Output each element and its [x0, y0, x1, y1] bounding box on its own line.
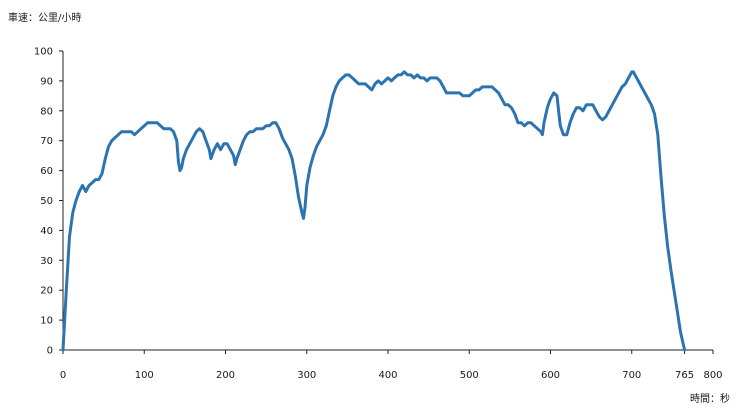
- y-tick-label: 20: [40, 286, 53, 297]
- y-tick-label: 90: [40, 76, 53, 87]
- y-tick-label: 50: [40, 196, 53, 207]
- x-tick-label: 0: [60, 370, 66, 381]
- y-tick-label: 70: [40, 136, 53, 147]
- y-tick-label: 60: [40, 166, 53, 177]
- x-tick-label: 500: [460, 370, 479, 381]
- x-tick-label: 700: [622, 370, 641, 381]
- x-tick-label: 800: [703, 370, 722, 381]
- speed-series-line: [61, 70, 687, 352]
- y-tick-label: 30: [40, 256, 53, 267]
- x-tick-label: 300: [297, 370, 316, 381]
- x-tick-label: 765: [675, 370, 694, 381]
- x-tick-label: 200: [216, 370, 235, 381]
- y-tick-label: 10: [40, 316, 53, 327]
- x-tick-label: 100: [135, 370, 154, 381]
- y-tick-label: 100: [34, 47, 53, 58]
- y-tick-label: 0: [47, 346, 53, 357]
- x-tick-label: 400: [378, 370, 397, 381]
- y-tick-label: 40: [40, 226, 53, 237]
- x-axis-title: 時間：秒: [690, 394, 730, 405]
- y-axis-title: 車速：公里/小時: [8, 13, 82, 24]
- y-tick-label: 80: [40, 106, 53, 117]
- x-tick-label: 600: [541, 370, 560, 381]
